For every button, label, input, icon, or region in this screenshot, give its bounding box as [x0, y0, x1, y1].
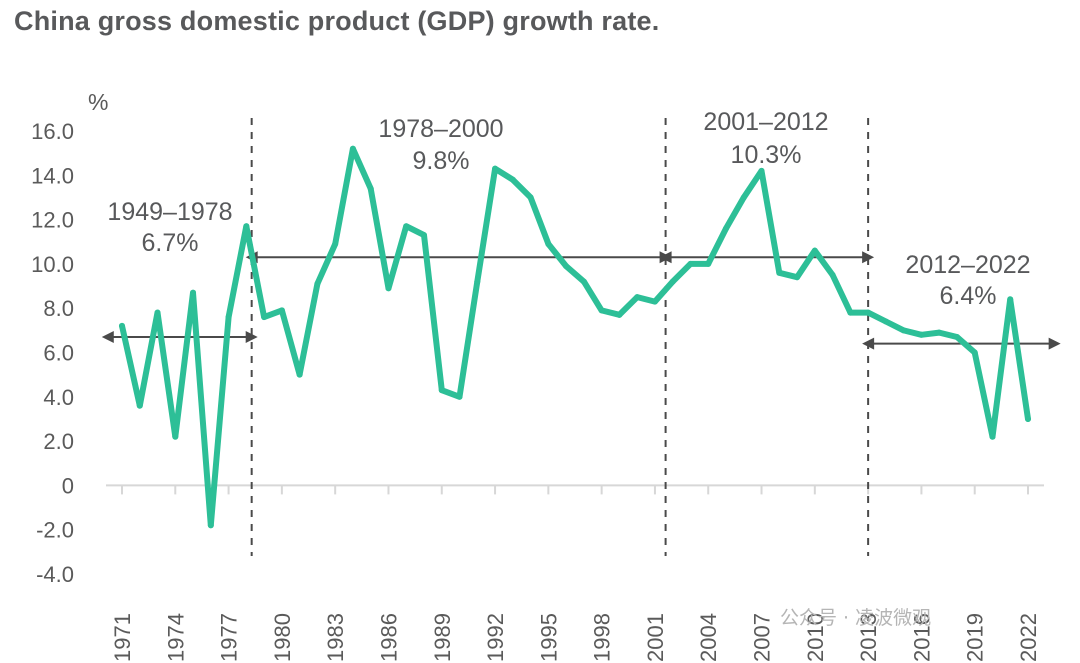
data-point — [474, 278, 481, 285]
data-point — [882, 318, 889, 325]
gdp-growth-line — [119, 145, 1031, 529]
y-axis-unit: % — [88, 89, 108, 115]
period-label: 1949–1978 — [107, 198, 232, 226]
x-tick-label: 1971 — [110, 613, 135, 662]
data-point — [225, 314, 232, 321]
data-point — [669, 278, 676, 285]
data-point — [616, 311, 623, 318]
x-tick-label: 1980 — [270, 613, 295, 662]
data-point — [314, 280, 321, 287]
data-point — [438, 387, 445, 394]
data-point — [794, 274, 801, 281]
y-tick-label: 6.0 — [43, 341, 74, 366]
x-tick-label: 1989 — [430, 613, 455, 662]
data-point — [420, 232, 427, 239]
data-point — [811, 247, 818, 254]
data-point — [918, 331, 925, 338]
x-tick-label: 2022 — [1016, 613, 1041, 662]
data-point — [243, 223, 250, 230]
data-point — [651, 298, 658, 305]
data-point — [492, 165, 499, 172]
data-point — [634, 294, 641, 301]
period-average-label: 6.7% — [142, 229, 199, 257]
data-point — [989, 433, 996, 440]
x-tick-label: 2007 — [750, 613, 775, 662]
y-tick-label: -4.0 — [36, 562, 74, 587]
y-tick-label: -2.0 — [36, 518, 74, 543]
watermark-text: 公众号 · 凌波微观 — [780, 607, 931, 629]
period-label: 1978–2000 — [378, 115, 503, 143]
data-point — [723, 225, 730, 232]
data-point — [190, 289, 197, 296]
data-point — [172, 433, 179, 440]
data-point — [953, 333, 960, 340]
period-average-label: 9.8% — [413, 147, 470, 175]
data-point — [296, 371, 303, 378]
data-point — [118, 322, 125, 329]
data-point — [847, 309, 854, 316]
data-point — [509, 176, 516, 183]
y-tick-label: 0 — [62, 473, 74, 498]
y-tick-label: 4.0 — [43, 385, 74, 410]
x-tick-label: 1986 — [376, 613, 401, 662]
x-tick-label: 1998 — [590, 613, 615, 662]
x-tick-label: 1992 — [483, 613, 508, 662]
period-average-label: 6.4% — [940, 282, 997, 310]
x-tick-label: 2013 — [856, 613, 881, 662]
data-point — [865, 309, 872, 316]
x-tick-label: 2010 — [803, 613, 828, 662]
data-point — [740, 194, 747, 201]
y-tick-label: 12.0 — [31, 208, 74, 233]
data-point — [385, 285, 392, 292]
data-point — [1007, 296, 1014, 303]
data-point — [829, 271, 836, 278]
period-label: 2012–2022 — [905, 251, 1030, 279]
data-point — [900, 327, 907, 334]
y-tick-label: 14.0 — [31, 163, 74, 188]
data-point — [527, 194, 534, 201]
x-tick-label: 2004 — [696, 613, 721, 662]
data-point — [349, 145, 356, 152]
y-tick-label: 2.0 — [43, 429, 74, 454]
data-point — [545, 240, 552, 247]
data-point — [332, 240, 339, 247]
data-point — [598, 307, 605, 314]
data-point — [936, 329, 943, 336]
data-point — [207, 522, 214, 529]
data-point — [154, 309, 161, 316]
data-point — [971, 349, 978, 356]
period-label: 2001–2012 — [703, 108, 828, 136]
y-tick-label: 16.0 — [31, 119, 74, 144]
chart-title: China gross domestic product (GDP) growt… — [14, 6, 660, 36]
data-point — [456, 393, 463, 400]
data-point — [758, 167, 765, 174]
y-tick-label: 10.0 — [31, 252, 74, 277]
data-point — [705, 260, 712, 267]
x-tick-label: 1995 — [536, 613, 561, 662]
x-tick-label: 1977 — [217, 613, 242, 662]
period-average-label: 10.3% — [731, 141, 802, 169]
data-point — [580, 278, 587, 285]
data-point — [403, 223, 410, 230]
data-point — [261, 314, 268, 321]
x-tick-label: 2001 — [643, 613, 668, 662]
x-tick-label: 2019 — [963, 613, 988, 662]
data-point — [278, 307, 285, 314]
data-point — [136, 402, 143, 409]
y-tick-label: 8.0 — [43, 296, 74, 321]
x-tick-label: 2016 — [909, 613, 934, 662]
data-point — [776, 269, 783, 276]
x-tick-label: 1974 — [163, 613, 188, 662]
x-tick-label: 1983 — [323, 613, 348, 662]
data-point — [687, 260, 694, 267]
data-point — [563, 263, 570, 270]
data-point — [1025, 415, 1032, 422]
data-point — [367, 185, 374, 192]
